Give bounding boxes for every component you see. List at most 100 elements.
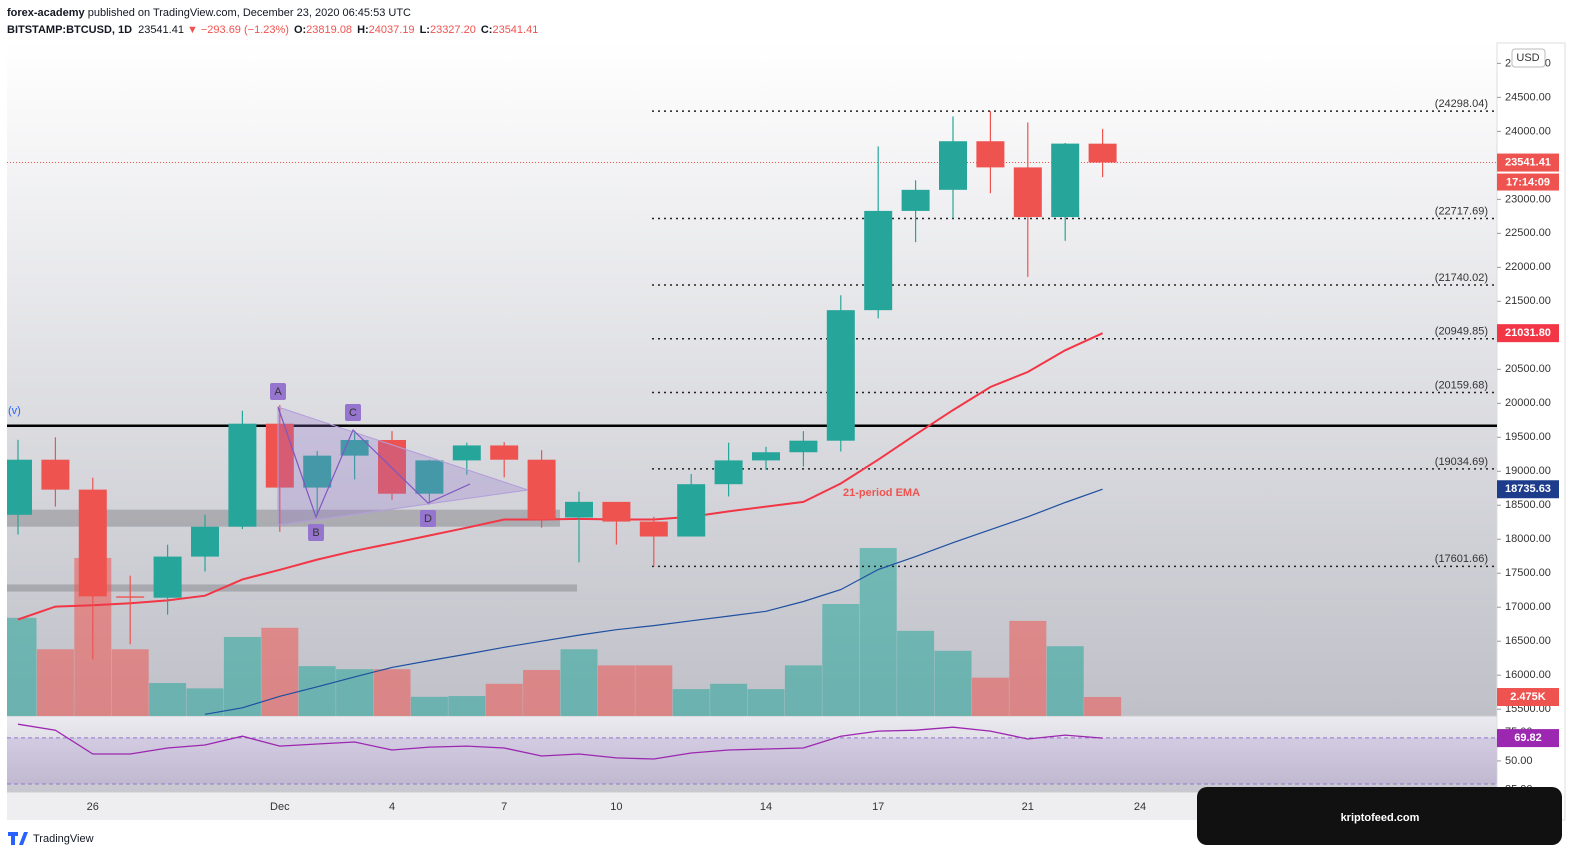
candle-body [228,423,257,527]
point-badge [270,383,286,400]
rsi-layer [7,723,1497,785]
publish-line: forex-academy published on TradingView.c… [7,7,411,19]
volume-bar [523,669,561,716]
volume-bar [36,649,74,716]
volume-bar [971,677,1009,716]
y-tick-label: 16500.00 [1505,635,1551,647]
zone [7,584,577,592]
symbol: BITSTAMP:BTCUSD, 1D [7,24,132,36]
x-tick-label: 17 [872,801,884,813]
ema-annotation: 21-period EMA [843,487,920,499]
candle-body [490,445,519,460]
x-tick-label: 4 [389,801,395,813]
y-tick-label: 15500.00 [1505,703,1551,715]
countdown-bg [1497,173,1559,191]
symbol-line: BITSTAMP:BTCUSD, 1D 23541.41 ▼ −293.69 (−1.… [7,24,538,36]
o-label: O: [294,24,306,36]
point-badge [420,510,436,527]
candle-body [1051,143,1080,218]
ema-line [17,332,1104,621]
rsi-tick-label: 50.00 [1505,755,1533,767]
volume-bar [1046,646,1084,716]
arrow: ▼ [187,24,198,36]
h-value: 24037.19 [369,24,415,36]
x-tick-label: Dec [270,801,290,813]
published: published on TradingView.com, December 2… [85,7,411,19]
candle-body [789,440,818,453]
level-label: (17601.66) [1435,553,1488,565]
y-tick-label: 22500.00 [1505,227,1551,239]
candle-body [153,556,182,598]
level-label: (20949.85) [1435,326,1488,338]
ema-badge-bg [1497,324,1559,343]
candle-body [1013,167,1042,218]
x-tick-label: 26 [87,801,99,813]
y-tick-label: 20500.00 [1505,363,1551,375]
level-label: (24298.04) [1435,98,1488,110]
h-label: H: [357,24,369,36]
wave-label: (v) [8,405,21,417]
x-tick-label: 10 [610,801,622,813]
y-tick-label: 18500.00 [1505,499,1551,511]
ma-badge-bg [1497,480,1559,499]
last-price-badge: 23541.41 [1505,156,1551,168]
candle-body [41,459,70,490]
x-tick-label: 7 [501,801,507,813]
pattern: A B C D [270,383,529,541]
x-tick-label: 21 [1022,801,1034,813]
volume-bar [822,604,860,716]
y-tick-label: 24500.00 [1505,91,1551,103]
point-label: C [349,407,357,419]
ma-badge: 18735.63 [1505,483,1551,495]
candle-body [864,210,893,311]
volume-bar [635,665,673,716]
rsi-badge-bg [1497,729,1559,748]
point-badge [308,524,324,541]
volume-bar [149,683,187,716]
volume-badge: 2.475K [1510,691,1546,703]
y-tick-label: 16000.00 [1505,669,1551,681]
candle-body [939,141,967,190]
candle-body [303,455,332,488]
volume-bar [710,683,748,716]
volume-bar [448,696,486,716]
rsi-line [17,723,1103,760]
logo-icon [8,832,28,845]
volume-bar [672,689,710,716]
candle-body [527,459,556,520]
candle-body [452,445,481,461]
volume-bar [560,649,598,716]
candle-body [116,596,145,598]
volume-bar [410,696,448,716]
x-tick-label: 14 [760,801,772,813]
triangle [277,406,529,526]
candle-body [714,460,743,485]
countdown: 17:14:09 [1506,176,1550,188]
level-label: (22717.69) [1435,205,1488,217]
y-tick-label: 19000.00 [1505,465,1551,477]
volume-bar [336,669,374,716]
volume-bar [261,627,299,716]
volume-bar [1084,697,1122,716]
y-tick-label: 21500.00 [1505,295,1551,307]
volume-bar [597,665,635,716]
logo: TradingView [8,832,94,845]
ma-line [204,488,1103,715]
x-tick-label: 24 [1134,801,1146,813]
candle-body [265,423,294,488]
price-pane [7,43,1497,716]
point-label: B [312,527,319,539]
volume-bar [1009,620,1047,716]
volume-bar [747,689,785,716]
volume-bar [373,669,411,716]
volume-bar [223,636,261,716]
candle-body [565,501,593,518]
point-badge [345,404,361,421]
point-label: D [424,513,432,525]
volume-bar [298,666,336,716]
candle-body [901,189,930,211]
candle-body [1088,143,1117,163]
volume-badge-bg [1497,688,1559,707]
c-value: 23541.41 [492,24,538,36]
